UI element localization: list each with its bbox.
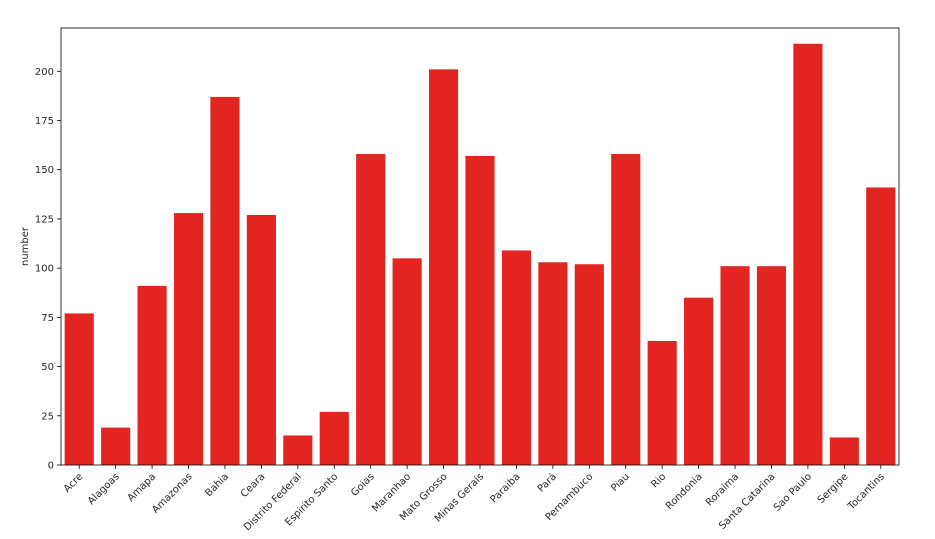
bar-alagoas (101, 427, 131, 465)
y-tick-label: 200 (35, 67, 54, 78)
y-axis-label: number (20, 226, 31, 266)
bar-sao-paulo (793, 43, 823, 465)
bar-acre (64, 313, 94, 465)
x-tick-label: Tocantins (845, 471, 887, 513)
bar-rondonia (684, 297, 714, 465)
y-tick-label: 0 (48, 461, 54, 472)
y-tick-label: 150 (35, 165, 54, 176)
bar-ceara (246, 215, 276, 465)
y-tick-label: 125 (35, 214, 54, 225)
bar-amazonas (173, 213, 204, 465)
y-tick-label: 50 (41, 362, 54, 373)
y-tick-label: 175 (35, 116, 54, 127)
bar-amapa (137, 285, 167, 465)
x-tick-label: Bahia (203, 471, 231, 499)
x-tick-label: Goias (349, 471, 377, 499)
bar-maranhao (392, 258, 422, 465)
x-tick-label: Pará (535, 471, 559, 495)
y-tick-label: 100 (35, 264, 54, 275)
plot-frame (60, 27, 900, 466)
bar-minas-gerais (465, 155, 495, 465)
x-tick-label: Acre (62, 471, 85, 494)
x-tick-label: Roraima (704, 471, 741, 508)
bar-espirito-santo (319, 411, 349, 465)
x-tick-label: Ceara (239, 471, 268, 500)
x-tick-label: Sergipe (816, 471, 851, 506)
x-tick-label: Piau (609, 471, 632, 494)
bar-tocantins (866, 187, 896, 465)
x-tick-label: Sao Paulo (772, 471, 814, 513)
x-tick-label: Alagoas (86, 471, 122, 507)
x-tick-label: Rio (649, 471, 668, 490)
bars-layer (64, 43, 896, 466)
bar-bahia (210, 96, 240, 466)
bar-roraima (720, 266, 750, 465)
bar-santa-catarina (756, 266, 787, 465)
bar-paraiba (501, 250, 532, 465)
bar-sergipe (829, 437, 859, 465)
y-axis: 0 25 50 75 100 125 150 175 200 (35, 67, 61, 472)
x-tick-label: Amapa (126, 471, 159, 504)
bar-pará (538, 262, 568, 465)
bar-pernambuco (574, 264, 604, 465)
y-tick-label: 75 (41, 313, 54, 324)
bar-distrito-federal (283, 435, 313, 465)
bar-piau (611, 153, 641, 466)
x-tick-label: Paraiba (488, 471, 522, 505)
bar-mato-grosso (428, 69, 459, 465)
x-tick-label: Rondonia (664, 471, 705, 512)
bar-goias (356, 153, 386, 466)
bar-rio (647, 340, 677, 465)
y-tick-label: 25 (41, 411, 54, 422)
